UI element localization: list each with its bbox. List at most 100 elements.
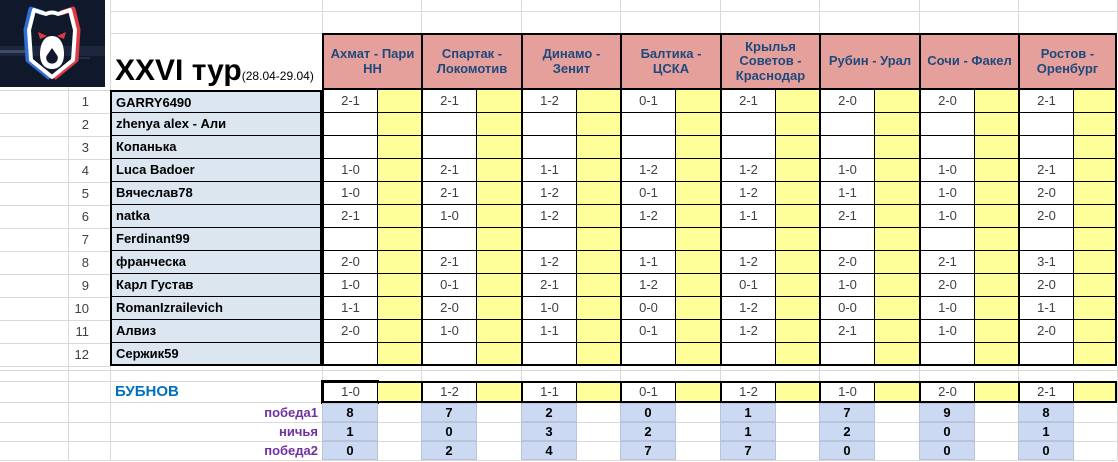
points-cell[interactable] bbox=[975, 182, 1018, 205]
points-cell[interactable] bbox=[776, 136, 819, 159]
prediction-cell[interactable]: 0-1 bbox=[620, 320, 676, 343]
prediction-cell[interactable]: 1-0 bbox=[919, 159, 975, 182]
prediction-cell[interactable]: 2-0 bbox=[819, 251, 875, 274]
player-name-cell[interactable]: франческа bbox=[110, 251, 322, 274]
points-cell[interactable] bbox=[477, 159, 521, 182]
points-cell[interactable] bbox=[1074, 136, 1117, 159]
points-cell[interactable] bbox=[776, 297, 819, 320]
row-number-cell[interactable]: 2 bbox=[81, 117, 89, 132]
prediction-cell[interactable]: 1-2 bbox=[521, 205, 577, 228]
prediction-cell[interactable] bbox=[819, 136, 875, 159]
prediction-cell[interactable]: 1-0 bbox=[819, 159, 875, 182]
match-header-cell[interactable]: Балтика - ЦСКА bbox=[620, 33, 720, 90]
expert-points-cell[interactable] bbox=[875, 381, 919, 403]
points-cell[interactable] bbox=[676, 320, 720, 343]
prediction-cell[interactable] bbox=[919, 228, 975, 251]
expert-prediction-cell[interactable]: 0-1 bbox=[620, 381, 676, 403]
prediction-cell[interactable] bbox=[521, 136, 577, 159]
expert-prediction-cell[interactable]: 1-2 bbox=[421, 381, 477, 403]
stat-value-cell[interactable]: 1 bbox=[720, 403, 776, 422]
prediction-cell[interactable]: 1-0 bbox=[322, 182, 378, 205]
expert-points-cell[interactable] bbox=[776, 381, 819, 403]
prediction-cell[interactable] bbox=[720, 136, 776, 159]
stat-value-cell[interactable]: 2 bbox=[620, 422, 676, 441]
prediction-cell[interactable] bbox=[819, 343, 875, 366]
prediction-cell[interactable]: 2-0 bbox=[1018, 182, 1074, 205]
points-cell[interactable] bbox=[378, 274, 421, 297]
prediction-cell[interactable] bbox=[1018, 343, 1074, 366]
points-cell[interactable] bbox=[1074, 251, 1117, 274]
stat-value-cell[interactable]: 0 bbox=[919, 422, 975, 441]
prediction-cell[interactable]: 1-1 bbox=[521, 159, 577, 182]
points-cell[interactable] bbox=[676, 297, 720, 320]
points-cell[interactable] bbox=[975, 159, 1018, 182]
player-name-cell[interactable]: Ferdinant99 bbox=[110, 228, 322, 251]
prediction-cell[interactable]: 1-2 bbox=[620, 205, 676, 228]
prediction-cell[interactable]: 1-0 bbox=[919, 182, 975, 205]
points-cell[interactable] bbox=[975, 251, 1018, 274]
points-cell[interactable] bbox=[875, 205, 919, 228]
points-cell[interactable] bbox=[875, 343, 919, 366]
row-number-cell[interactable]: 4 bbox=[81, 163, 89, 178]
points-cell[interactable] bbox=[776, 228, 819, 251]
prediction-cell[interactable]: 1-0 bbox=[322, 159, 378, 182]
points-cell[interactable] bbox=[577, 182, 620, 205]
stat-value-cell[interactable]: 0 bbox=[819, 441, 875, 460]
points-cell[interactable] bbox=[676, 182, 720, 205]
points-cell[interactable] bbox=[1074, 182, 1117, 205]
prediction-cell[interactable]: 3-1 bbox=[1018, 251, 1074, 274]
points-cell[interactable] bbox=[1074, 205, 1117, 228]
points-cell[interactable] bbox=[776, 274, 819, 297]
prediction-cell[interactable]: 1-0 bbox=[819, 274, 875, 297]
expert-points-cell[interactable] bbox=[676, 381, 720, 403]
prediction-cell[interactable]: 2-0 bbox=[421, 297, 477, 320]
points-cell[interactable] bbox=[378, 90, 421, 113]
prediction-cell[interactable]: 2-1 bbox=[1018, 90, 1074, 113]
points-cell[interactable] bbox=[378, 136, 421, 159]
round-title-cell[interactable]: XXVI тур(28.04-29.04) bbox=[110, 0, 325, 90]
stat-value-cell[interactable]: 2 bbox=[421, 441, 477, 460]
points-cell[interactable] bbox=[776, 90, 819, 113]
points-cell[interactable] bbox=[378, 320, 421, 343]
player-name-cell[interactable]: Алвиз bbox=[110, 320, 322, 343]
points-cell[interactable] bbox=[577, 90, 620, 113]
points-cell[interactable] bbox=[378, 228, 421, 251]
points-cell[interactable] bbox=[378, 251, 421, 274]
prediction-cell[interactable] bbox=[521, 343, 577, 366]
points-cell[interactable] bbox=[477, 343, 521, 366]
points-cell[interactable] bbox=[1074, 90, 1117, 113]
player-name-cell[interactable]: Luca Badoer bbox=[110, 159, 322, 182]
prediction-cell[interactable]: 2-0 bbox=[819, 90, 875, 113]
prediction-cell[interactable]: 1-2 bbox=[521, 182, 577, 205]
prediction-cell[interactable] bbox=[1018, 228, 1074, 251]
stat-value-cell[interactable]: 7 bbox=[720, 441, 776, 460]
stat-value-cell[interactable]: 0 bbox=[322, 441, 378, 460]
prediction-cell[interactable] bbox=[421, 136, 477, 159]
stat-value-cell[interactable]: 7 bbox=[819, 403, 875, 422]
points-cell[interactable] bbox=[577, 113, 620, 136]
points-cell[interactable] bbox=[776, 205, 819, 228]
prediction-cell[interactable]: 1-1 bbox=[322, 297, 378, 320]
points-cell[interactable] bbox=[776, 343, 819, 366]
stat-value-cell[interactable]: 8 bbox=[1018, 403, 1074, 422]
points-cell[interactable] bbox=[477, 274, 521, 297]
points-cell[interactable] bbox=[477, 113, 521, 136]
points-cell[interactable] bbox=[975, 274, 1018, 297]
row-number-cell[interactable]: 6 bbox=[81, 209, 89, 224]
prediction-cell[interactable] bbox=[919, 136, 975, 159]
player-name-cell[interactable]: Сержик59 bbox=[110, 343, 322, 366]
prediction-cell[interactable]: 1-2 bbox=[620, 159, 676, 182]
prediction-cell[interactable]: 0-0 bbox=[620, 297, 676, 320]
stat-value-cell[interactable]: 7 bbox=[421, 403, 477, 422]
prediction-cell[interactable] bbox=[322, 113, 378, 136]
points-cell[interactable] bbox=[676, 136, 720, 159]
prediction-cell[interactable] bbox=[919, 113, 975, 136]
expert-prediction-cell[interactable]: 1-0 bbox=[819, 381, 875, 403]
expert-points-cell[interactable] bbox=[577, 381, 620, 403]
prediction-cell[interactable] bbox=[1018, 136, 1074, 159]
prediction-cell[interactable]: 1-1 bbox=[720, 205, 776, 228]
stat-value-cell[interactable]: 0 bbox=[421, 422, 477, 441]
expert-prediction-cell[interactable]: 1-2 bbox=[720, 381, 776, 403]
expert-name-cell[interactable]: БУБНОВ bbox=[115, 383, 179, 400]
prediction-cell[interactable]: 0-0 bbox=[819, 297, 875, 320]
